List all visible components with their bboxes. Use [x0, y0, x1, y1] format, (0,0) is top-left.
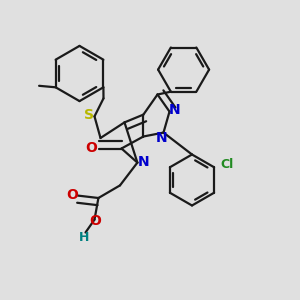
Text: O: O [85, 141, 98, 155]
Text: N: N [156, 131, 168, 145]
Text: N: N [138, 155, 149, 169]
Text: O: O [89, 214, 101, 228]
Text: N: N [169, 103, 181, 117]
Text: Cl: Cl [221, 158, 234, 171]
Text: O: O [66, 188, 78, 202]
Text: S: S [84, 108, 94, 122]
Text: H: H [79, 231, 89, 244]
